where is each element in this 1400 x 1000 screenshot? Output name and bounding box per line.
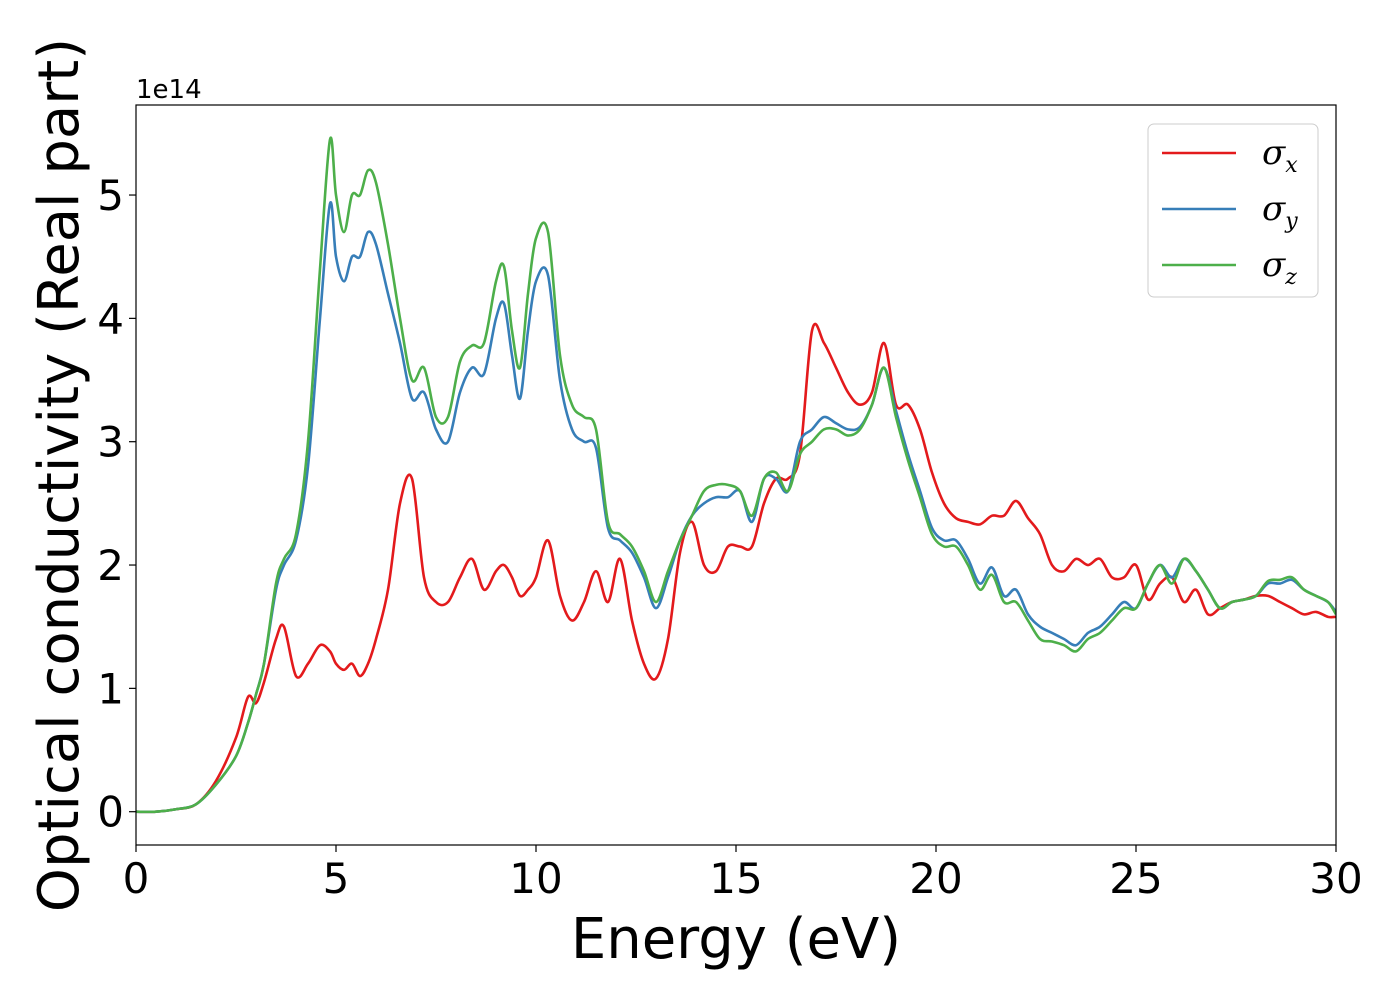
x-tick-label: 30 (1309, 854, 1362, 903)
y-tick-label: 3 (97, 418, 124, 467)
x-tick-label: 5 (323, 854, 350, 903)
legend-box (1147, 123, 1319, 298)
x-tick-label: 15 (709, 854, 762, 903)
y-tick-label: 5 (97, 171, 124, 220)
y-tick-label: 2 (97, 541, 124, 590)
series-line-sigma-x (136, 322, 1336, 814)
y-offset-label: 1e14 (136, 75, 202, 105)
x-tick-label: 10 (509, 854, 562, 903)
y-tick-label: 0 (97, 788, 124, 837)
series-line-sigma-z (136, 136, 1336, 814)
x-tick-label: 25 (1109, 854, 1162, 903)
x-tick-label: 20 (909, 854, 962, 903)
x-axis-ticks: 0 5 10 15 20 25 30 (123, 845, 1363, 903)
series-lines (136, 136, 1336, 814)
y-tick-label: 4 (97, 294, 124, 343)
y-axis-label: Optical conductivity (Real part) (27, 38, 92, 912)
y-axis-ticks: 0 1 2 3 4 5 (97, 171, 136, 837)
x-tick-label: 0 (123, 854, 150, 903)
x-axis-label: Energy (eV) (571, 907, 901, 972)
y-tick-label: 1 (97, 664, 124, 713)
